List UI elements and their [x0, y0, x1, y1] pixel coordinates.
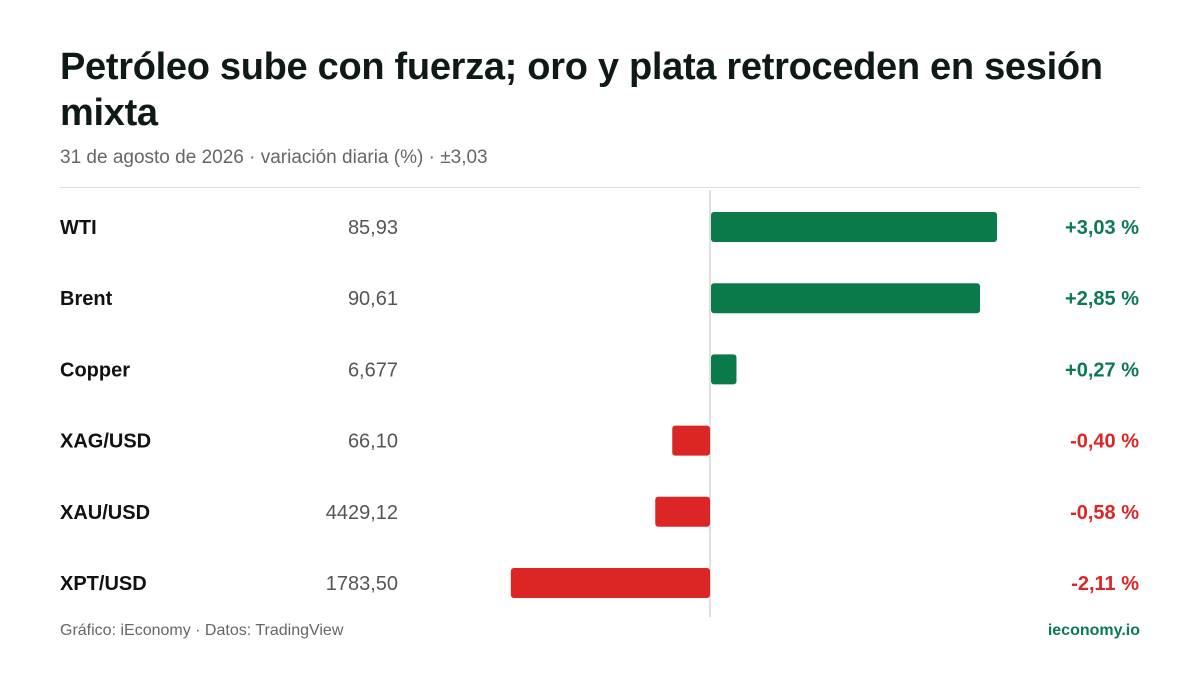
value-label: +3,03 % — [1065, 217, 1139, 239]
bar-negative — [672, 425, 710, 456]
bar-positive — [711, 212, 997, 242]
category-label: WTI — [60, 217, 97, 239]
footer-brand-link[interactable]: ieconomy.io — [1047, 622, 1140, 639]
price-label: 4429,12 — [326, 502, 398, 524]
category-label: XAU/USD — [60, 502, 150, 524]
value-label: +0,27 % — [1065, 359, 1139, 381]
category-label: XPT/USD — [60, 573, 147, 595]
price-label: 6,677 — [348, 359, 398, 381]
category-label: XAG/USD — [60, 431, 151, 453]
bar-positive — [711, 354, 737, 385]
price-label: 85,93 — [348, 217, 398, 239]
value-label: +2,85 % — [1065, 288, 1139, 310]
value-label: -2,11 % — [1071, 573, 1139, 595]
value-label: -0,58 % — [1070, 502, 1139, 524]
footer-source: Gráfico: iEconomy · Datos: TradingView — [60, 622, 344, 639]
value-label: -0,40 % — [1070, 431, 1139, 453]
price-label: 1783,50 — [326, 573, 398, 595]
price-label: 90,61 — [348, 288, 398, 310]
category-label: Copper — [60, 359, 130, 381]
chart-subtitle: 31 de agosto de 2026 · variación diaria … — [60, 147, 488, 168]
chart-title: Petróleo sube con fuerza; oro y plata re… — [60, 46, 1103, 134]
price-label: 66,10 — [348, 431, 398, 453]
category-label: Brent — [60, 288, 113, 310]
bar-negative — [655, 496, 710, 527]
bar-negative — [510, 568, 710, 598]
header-divider — [60, 187, 1140, 188]
bar-positive — [711, 283, 981, 314]
